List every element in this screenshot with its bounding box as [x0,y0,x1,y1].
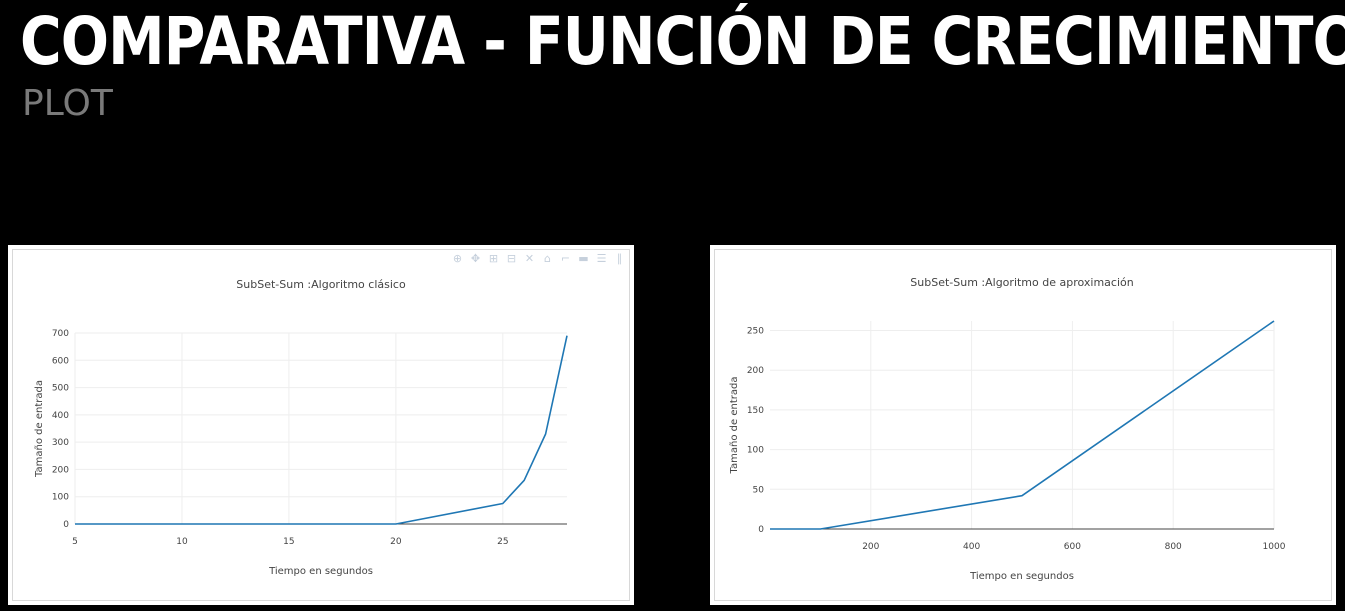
y-tick-label: 50 [753,485,765,495]
autoscale-icon[interactable]: ✕ [524,252,535,265]
chart-frame [12,249,630,601]
slide-title: COMPARATIVA - FUNCIÓN DE CRECIMIENTO [20,3,1345,80]
zoom-in-icon[interactable]: ⊞ [488,252,499,265]
x-tick-label: 800 [1165,542,1182,552]
x-tick-label: 20 [390,537,402,547]
x-tick-label: 15 [283,537,294,547]
x-axis-label: Tiempo en segundos [969,571,1074,582]
slide-subtitle: PLOT [22,83,113,124]
y-tick-label: 600 [52,356,69,366]
series-line[interactable] [75,335,568,525]
chart-classic: SubSet-Sum :Algoritmo clásico 5 10 15 20 25 0 1… [34,278,568,577]
chart-title: SubSet-Sum :Algoritmo clásico [236,278,406,291]
x-tick-label: 5 [72,537,78,547]
hover-closest-icon[interactable]: ▬ [578,252,589,265]
y-tick-label: 150 [747,406,764,416]
zoom-out-icon[interactable]: ⊟ [506,252,517,265]
chart-frame [714,249,1332,601]
x-tick-label: 25 [497,537,508,547]
y-tick-label: 200 [52,465,69,475]
y-tick-label: 500 [52,384,69,394]
y-tick-label: 0 [758,525,764,535]
zoom-icon[interactable]: ⊕ [452,252,463,265]
chart-panel-classic: ⊕ ✥ ⊞ ⊟ ✕ ⌂ ⌐ ▬ ☰ ∥ SubSet-Sum :Algoritmo clásico… [8,245,634,605]
pan-icon[interactable]: ✥ [470,252,481,265]
y-tick-label: 0 [63,520,69,530]
y-tick-label: 250 [747,327,764,337]
chart-panel-approximation: SubSet-Sum :Algoritmo de aproximación 200… [710,245,1336,605]
spike-lines-icon[interactable]: ⌐ [560,252,571,265]
x-axis-label: Tiempo en segundos [268,566,373,577]
series-line[interactable] [770,320,1275,530]
x-tick-label: 600 [1064,542,1081,552]
y-tick-label: 100 [747,446,764,456]
x-tick-label: 400 [963,542,980,552]
hover-compare-icon[interactable]: ☰ [596,252,607,265]
chart-title: SubSet-Sum :Algoritmo de aproximación [910,276,1133,289]
home-icon[interactable]: ⌂ [544,252,551,265]
y-tick-label: 300 [52,438,69,448]
y-axis-label: Tamaño de entrada [34,380,45,478]
x-tick-label: 10 [176,537,188,547]
x-tick-label: 200 [862,542,879,552]
chart-approximation: SubSet-Sum :Algoritmo de aproximación 200… [729,276,1286,582]
y-tick-label: 400 [52,411,69,421]
chart-modebar: ⊕ ✥ ⊞ ⊟ ✕ ⌂ ⌐ ▬ ☰ ∥ [451,253,626,265]
y-tick-label: 200 [747,366,764,376]
x-tick-label: 1000 [1263,542,1286,552]
y-tick-label: 700 [52,329,69,339]
y-tick-label: 100 [52,493,69,503]
plotly-logo-icon[interactable]: ∥ [616,252,623,265]
y-axis-label: Tamaño de entrada [729,377,740,475]
